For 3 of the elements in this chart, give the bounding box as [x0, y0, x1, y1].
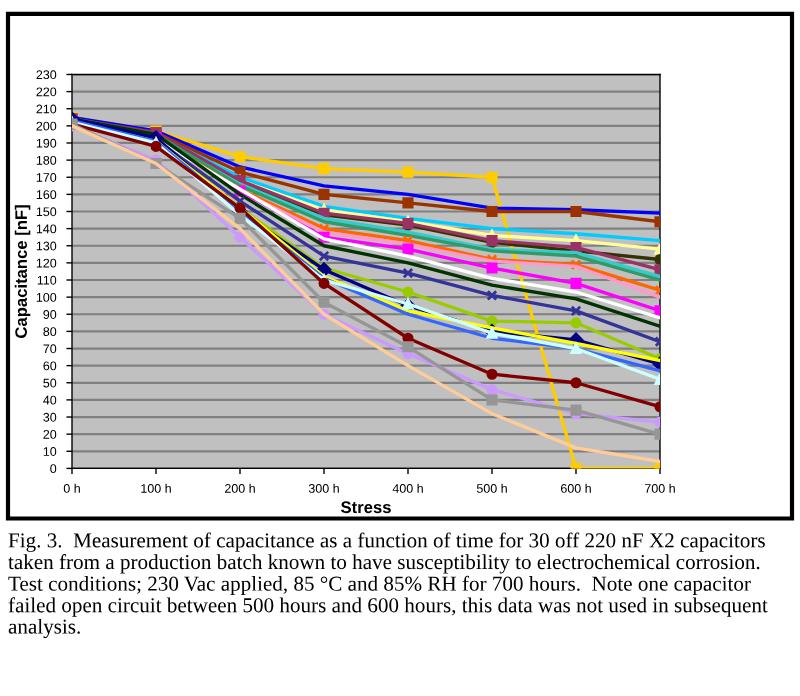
x-axis-title: Stress [341, 501, 391, 514]
y-axis-title: Capacitance [nF] [14, 205, 31, 338]
caption: Fig. 3. Measurement of capacitance as a function of time for 30 off 220 nF X2 capacitors taken from a production batch known to have susceptibility to electrochemical corrosion. Test conditions; 230 Vac applied, 85 °C and 85% RH for 700 hours. Note one capacitor failed open circuit between 500 hours and 600 hours, this data was not used in subsequent analysis. [8, 532, 768, 639]
